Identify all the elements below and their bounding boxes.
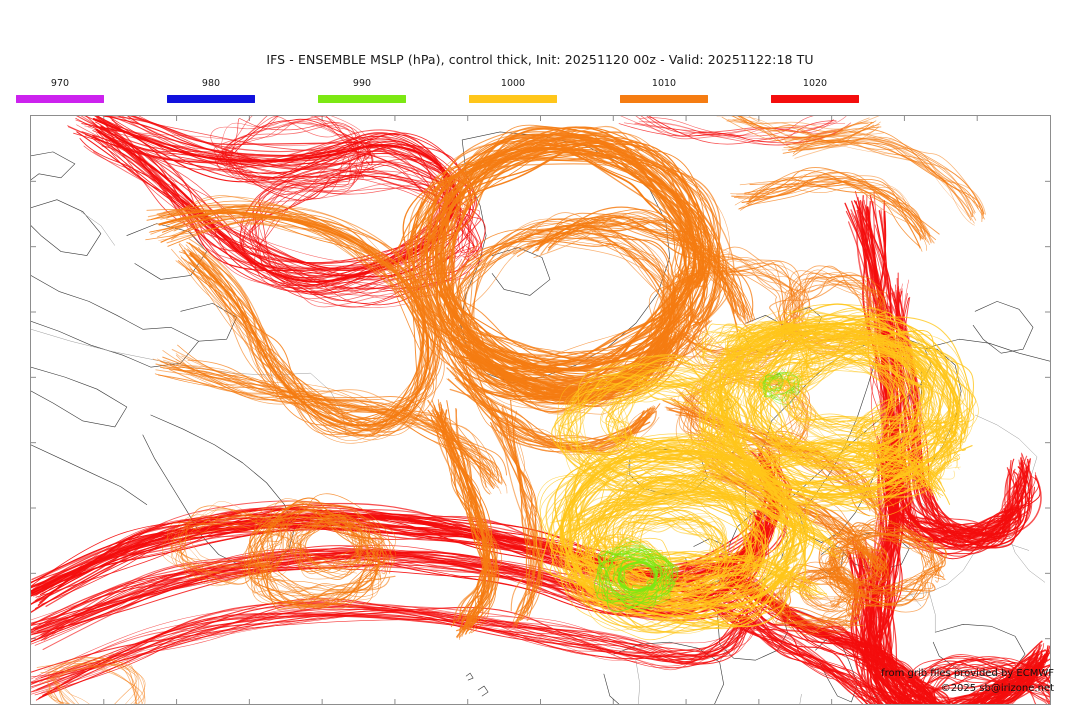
legend-label: 970 <box>50 78 70 89</box>
legend-item-1010: 1010 <box>604 78 724 103</box>
legend-label: 980 <box>201 78 221 89</box>
legend-swatch-1010 <box>620 95 708 103</box>
legend-item-970: 970 <box>0 78 120 103</box>
legend-label: 1020 <box>802 78 828 89</box>
legend-swatch-1020 <box>771 95 859 103</box>
legend-swatch-990 <box>318 95 406 103</box>
credit-copyright: ©2025 sb@irizone.net <box>940 683 1054 694</box>
page-title: IFS - ENSEMBLE MSLP (hPa), control thick… <box>266 52 814 67</box>
legend-item-990: 990 <box>302 78 422 103</box>
map-plot-area[interactable] <box>30 115 1051 705</box>
legend-item-1000: 1000 <box>453 78 573 103</box>
legend-label: 1010 <box>651 78 677 89</box>
legend-item-1020: 1020 <box>755 78 875 103</box>
legend-label: 1000 <box>500 78 526 89</box>
legend-swatch-980 <box>167 95 255 103</box>
credit-block: from grib files provided by ECMWF ©2025 … <box>881 666 1054 696</box>
ensemble-spaghetti-map <box>31 116 1050 704</box>
legend-swatch-1000 <box>469 95 557 103</box>
legend: 970 980 990 1000 1010 1020 <box>16 78 1051 110</box>
legend-label: 990 <box>352 78 372 89</box>
credit-source: from grib files provided by ECMWF <box>881 668 1054 679</box>
legend-item-980: 980 <box>151 78 271 103</box>
legend-swatch-970 <box>16 95 104 103</box>
